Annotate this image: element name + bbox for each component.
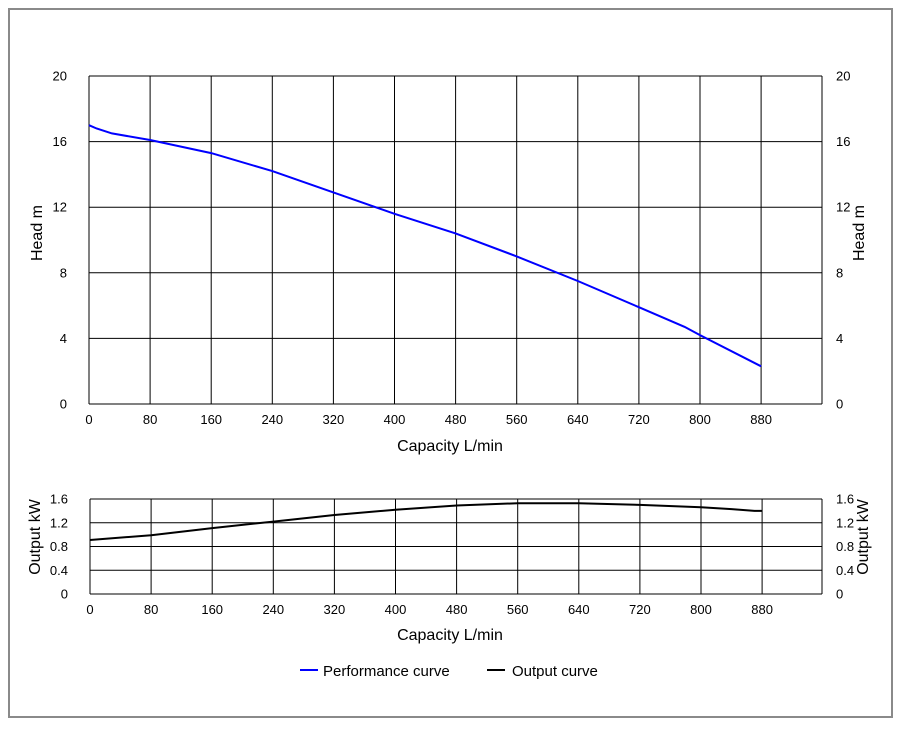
output-y-tick-right-0.4: 0.4 (836, 563, 854, 578)
head-x-tick-320: 320 (323, 412, 345, 427)
head-chart-tick-labels: 0 80 160 240 320 400 480 560 640 720 800 880 0 0 4 4 8 8 1… (53, 69, 851, 428)
output-chart-x-axis-title: Capacity L/min (397, 627, 503, 644)
head-x-tick-640: 640 (567, 412, 589, 427)
output-y-tick-left-0.8: 0.8 (50, 539, 68, 554)
output-y-tick-right-1.2: 1.2 (836, 515, 854, 530)
head-y-tick-right-20: 20 (836, 69, 850, 84)
head-x-tick-240: 240 (261, 412, 283, 427)
output-x-tick-400: 400 (385, 602, 407, 617)
head-y-tick-right-0: 0 (836, 397, 843, 412)
output-x-tick-240: 240 (262, 602, 284, 617)
head-y-tick-right-12: 12 (836, 200, 850, 215)
head-y-tick-left-16: 16 (53, 134, 67, 149)
head-y-tick-left-4: 4 (60, 331, 67, 346)
head-y-tick-right-4: 4 (836, 331, 843, 346)
head-y-tick-right-16: 16 (836, 134, 850, 149)
output-chart-y-axis-title-left: Output kW (27, 498, 44, 574)
head-chart-x-axis-title: Capacity L/min (397, 438, 503, 455)
head-y-tick-left-12: 12 (53, 200, 67, 215)
output-y-tick-right-0: 0 (836, 587, 843, 602)
output-x-tick-880: 880 (751, 602, 773, 617)
output-y-tick-left-1.6: 1.6 (50, 492, 68, 507)
output-curve-line (89, 502, 763, 541)
output-y-tick-left-0: 0 (61, 587, 68, 602)
head-chart-y-axis-title-left: Head m (29, 205, 46, 261)
legend-label-performance-curve: Performance curve (323, 663, 450, 680)
output-x-tick-720: 720 (629, 602, 651, 617)
head-chart: 0 80 160 240 320 400 480 560 640 720 800 880 0 0 4 4 8 8 1… (29, 69, 868, 456)
head-y-tick-left-20: 20 (53, 69, 67, 84)
legend-label-output-curve: Output curve (512, 663, 598, 680)
output-x-tick-640: 640 (568, 602, 590, 617)
head-x-tick-880: 880 (750, 412, 772, 427)
head-y-tick-left-8: 8 (60, 265, 67, 280)
legend: Performance curve Output curve (300, 663, 598, 680)
output-x-tick-560: 560 (507, 602, 529, 617)
output-x-tick-320: 320 (324, 602, 346, 617)
performance-curve-line (88, 124, 762, 368)
head-chart-grid (88, 75, 823, 405)
head-y-tick-right-8: 8 (836, 265, 843, 280)
head-x-tick-0: 0 (85, 412, 92, 427)
output-y-tick-left-0.4: 0.4 (50, 563, 68, 578)
output-chart-y-axis-title-right: Output kW (855, 498, 872, 574)
head-y-tick-left-0: 0 (60, 397, 67, 412)
figure-border (8, 8, 893, 718)
output-x-tick-160: 160 (201, 602, 223, 617)
output-x-tick-800: 800 (690, 602, 712, 617)
head-x-tick-400: 400 (384, 412, 406, 427)
head-x-tick-560: 560 (506, 412, 528, 427)
output-y-tick-left-1.2: 1.2 (50, 515, 68, 530)
head-x-tick-160: 160 (200, 412, 222, 427)
head-x-tick-480: 480 (445, 412, 467, 427)
output-chart-grid (89, 498, 823, 595)
head-x-tick-80: 80 (143, 412, 157, 427)
head-x-tick-800: 800 (689, 412, 711, 427)
output-chart: 0 80 160 240 320 400 480 560 640 720 800 880 0 0 0.4 0.… (27, 492, 872, 645)
output-y-tick-right-0.8: 0.8 (836, 539, 854, 554)
head-chart-y-axis-title-right: Head m (851, 205, 868, 261)
output-x-tick-480: 480 (446, 602, 468, 617)
output-chart-tick-labels: 0 80 160 240 320 400 480 560 640 720 800 880 0 0 0.4 0.… (50, 492, 854, 618)
head-x-tick-720: 720 (628, 412, 650, 427)
output-x-tick-0: 0 (86, 602, 93, 617)
output-x-tick-80: 80 (144, 602, 158, 617)
output-y-tick-right-1.6: 1.6 (836, 492, 854, 507)
